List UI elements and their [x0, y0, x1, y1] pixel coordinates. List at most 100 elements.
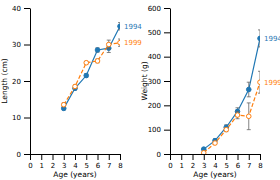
- x-tick-label: 3: [62, 162, 66, 170]
- error-bar: [118, 39, 120, 46]
- x-tick-label: 0: [28, 162, 32, 170]
- y-tick: 200: [148, 102, 170, 110]
- point: [246, 114, 251, 119]
- x-axis: 012345678: [28, 154, 122, 170]
- point: [213, 141, 218, 146]
- x-tick-mark: [260, 154, 261, 160]
- x-tick: 8: [118, 154, 122, 170]
- x-tick-mark: [86, 154, 87, 160]
- y-tick: 600: [148, 5, 170, 13]
- x-tick: 0: [28, 154, 32, 170]
- series: [61, 23, 120, 111]
- error-bar: [84, 74, 88, 78]
- y-tick: 400: [148, 53, 170, 61]
- y-axis: 0 10 20 30 40: [12, 5, 30, 159]
- y-tick-label: 600: [148, 5, 161, 13]
- y-tick-label: 500: [148, 29, 161, 37]
- x-tick-mark: [30, 154, 31, 160]
- x-tick: 5: [85, 154, 89, 170]
- error-bar: [62, 103, 66, 107]
- x-tick: 6: [96, 154, 101, 170]
- y-tick-label: 400: [148, 53, 161, 61]
- y-tick-label: 10: [12, 114, 21, 122]
- y-tick: 40: [12, 5, 30, 13]
- y-tick: 0: [17, 151, 30, 159]
- x-axis: 012345678: [168, 154, 262, 170]
- x-tick-label: 4: [73, 162, 78, 170]
- x-tick-label: 6: [96, 162, 101, 170]
- point: [118, 40, 120, 45]
- point: [224, 127, 229, 132]
- point: [201, 150, 206, 154]
- y-axis-title: Weight (g): [140, 61, 149, 100]
- y-tick-mark: [164, 32, 170, 33]
- error-bar: [118, 23, 120, 30]
- x-tick: 5: [225, 154, 229, 170]
- y-tick-mark: [164, 130, 170, 131]
- x-tick: 2: [191, 154, 195, 170]
- y-tick-label: 300: [148, 78, 161, 86]
- error-bar: [84, 61, 88, 64]
- series: [61, 39, 120, 107]
- y-tick-label: 30: [12, 41, 21, 49]
- x-tick-label: 3: [202, 162, 206, 170]
- x-tick-label: 7: [247, 162, 251, 170]
- x-tick-mark: [249, 154, 250, 160]
- x-tick-mark: [204, 154, 205, 160]
- series-label: 1999: [264, 79, 280, 87]
- series-line: [64, 43, 120, 105]
- point: [95, 59, 100, 64]
- y-tick-mark: [24, 45, 30, 46]
- y-tick-label: 20: [12, 78, 21, 86]
- y-tick-mark: [24, 118, 30, 119]
- x-tick: 4: [213, 154, 218, 170]
- x-tick-label: 4: [213, 162, 218, 170]
- y-tick-label: 0: [17, 151, 21, 159]
- series-label: 1994: [124, 23, 142, 31]
- x-tick: 4: [73, 154, 78, 170]
- y-tick-mark: [164, 154, 170, 155]
- error-bar: [258, 71, 260, 93]
- x-tick: 7: [247, 154, 251, 170]
- y-tick: 30: [12, 41, 30, 49]
- point: [258, 80, 260, 85]
- x-tick: 7: [107, 154, 111, 170]
- series: [201, 71, 260, 154]
- marks: [201, 30, 260, 154]
- marks-inner: [61, 23, 120, 111]
- x-tick-mark: [98, 154, 99, 160]
- y-tick-mark: [24, 154, 30, 155]
- x-tick: 1: [180, 154, 184, 170]
- y-tick-label: 100: [148, 126, 161, 134]
- panel: 012345678010203040Age (years)Length (cm)…: [0, 5, 142, 179]
- x-axis-title: Age (years): [53, 170, 96, 179]
- x-tick-mark: [238, 154, 239, 160]
- point: [258, 36, 260, 41]
- x-tick-label: 5: [225, 162, 229, 170]
- chart-svg: 012345678010203040Age (years)Length (cm)…: [0, 0, 280, 180]
- y-tick-label: 200: [148, 102, 161, 110]
- point: [118, 24, 120, 29]
- y-axis-title: Length (cm): [0, 58, 9, 104]
- x-tick-mark: [215, 154, 216, 160]
- y-tick-mark: [24, 8, 30, 9]
- x-tick-mark: [226, 154, 227, 160]
- point: [246, 87, 251, 92]
- error-bar: [258, 30, 260, 47]
- y-axis-line: [170, 9, 171, 155]
- x-tick-mark: [170, 154, 171, 160]
- y-tick-mark: [24, 81, 30, 82]
- error-bar: [236, 111, 240, 118]
- y-axis: 0 100 200 300 400 500 600: [148, 5, 171, 159]
- y-tick: 0: [157, 151, 170, 159]
- point: [235, 113, 240, 118]
- y-tick-mark: [164, 8, 170, 9]
- y-tick: 500: [148, 29, 170, 37]
- x-tick-mark: [41, 154, 42, 160]
- error-bar: [224, 128, 228, 132]
- series-line: [204, 82, 260, 153]
- x-tick-label: 0: [168, 162, 172, 170]
- panel: 0123456780100200300400500600Age (years)W…: [140, 5, 280, 179]
- series-label: 1994: [264, 35, 280, 43]
- x-tick: 6: [236, 154, 241, 170]
